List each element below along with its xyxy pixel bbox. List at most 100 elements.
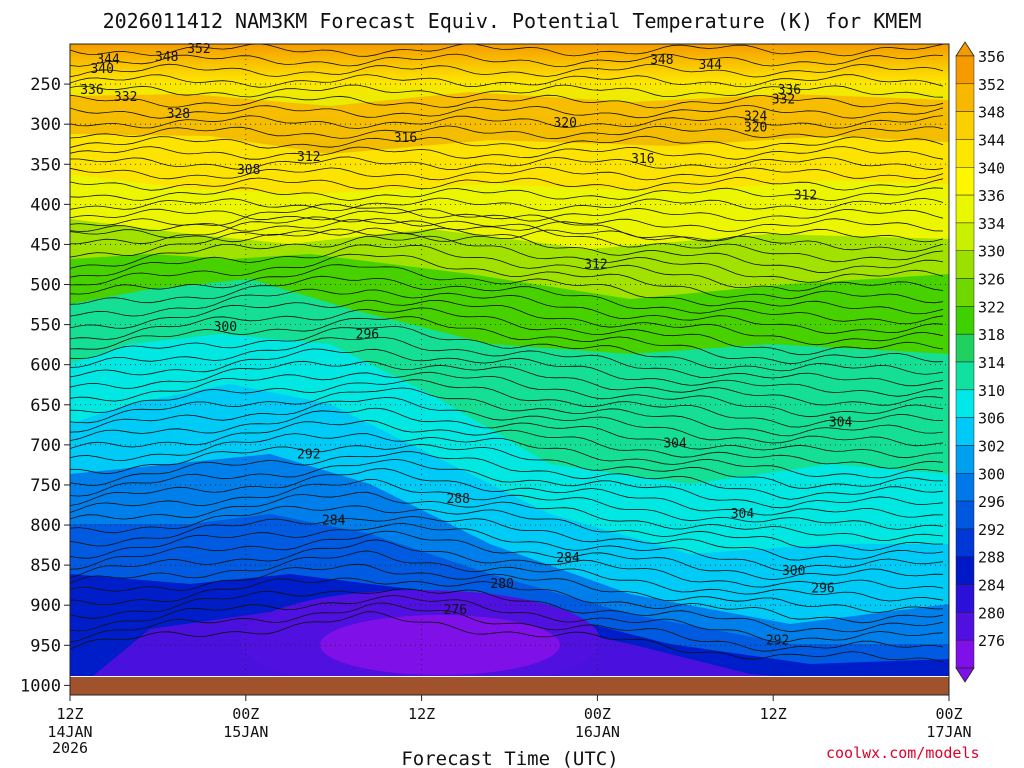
x-tick-label: 12Z	[56, 705, 83, 723]
contour-line	[70, 468, 944, 518]
colorbar-label: 302	[978, 437, 1005, 455]
x-tick-year: 2026	[52, 739, 88, 757]
contour-label: 300	[214, 320, 237, 335]
contour-label: 284	[556, 551, 580, 566]
y-tick-label: 350	[30, 155, 61, 175]
contour-label: 280	[490, 577, 513, 592]
contour-label-text: 304	[663, 436, 687, 451]
y-tick-label: 400	[30, 195, 61, 215]
contour-line	[70, 337, 944, 387]
contour-label-text: 340	[90, 62, 113, 77]
contour-line	[70, 288, 944, 334]
contour-label-text: 324	[744, 109, 768, 124]
contour-label: 292	[297, 448, 320, 463]
contour-label-text: 280	[490, 577, 513, 592]
contour-line	[70, 588, 944, 633]
colorbar-label: 292	[978, 521, 1005, 539]
y-tick-label: 250	[30, 75, 61, 95]
contour-line	[70, 135, 944, 150]
x-tick-label: 12Z	[408, 705, 435, 723]
contour-label: 340	[90, 62, 113, 77]
colorbar-swatch	[955, 278, 975, 307]
contour-label-text: 276	[444, 603, 467, 618]
y-tick-label: 650	[30, 396, 61, 416]
contour-label-text: 336	[778, 83, 801, 98]
contour-label: 304	[731, 507, 755, 522]
contour-label: 332	[772, 93, 795, 108]
colorbar-swatch	[955, 83, 975, 112]
contour-label-text: 304	[829, 416, 853, 431]
contour-line	[70, 360, 944, 406]
plot-frame	[69, 43, 950, 696]
contour-line	[70, 227, 944, 274]
x-tick-date: 14JAN	[47, 723, 92, 741]
contour-line	[70, 419, 944, 469]
colorbar-label: 344	[978, 131, 1005, 149]
contour-line	[70, 218, 944, 232]
colorbar-swatch	[955, 528, 975, 557]
contour-line	[70, 53, 944, 68]
contour-label: 276	[444, 603, 467, 618]
contour-label-text: 332	[114, 90, 137, 105]
contour-label-text: 308	[237, 163, 260, 178]
x-tick-date: 16JAN	[575, 723, 620, 741]
contour-line	[70, 433, 944, 479]
x-tick-label: 00Z	[232, 705, 259, 723]
contour-line	[70, 371, 944, 418]
colorbar-label: 296	[978, 493, 1005, 511]
contour-label: 300	[782, 564, 805, 579]
contour-line	[70, 307, 944, 356]
x-tick-label: 00Z	[584, 705, 611, 723]
contour-line	[70, 451, 944, 500]
contour-line	[70, 115, 944, 129]
chart-title: 2026011412 NAM3KM Forecast Equiv. Potent…	[103, 9, 922, 33]
contour-line	[70, 522, 944, 572]
contour-line	[70, 74, 944, 88]
contour-label-text: 348	[155, 50, 178, 65]
contour-label-text: 336	[80, 83, 103, 98]
contour-label-text: 316	[394, 131, 417, 146]
contour-label: 344	[96, 52, 120, 67]
contour-line	[70, 84, 944, 99]
contour-line	[70, 197, 944, 212]
contour-line	[70, 458, 944, 509]
colorbar-swatch	[955, 473, 975, 502]
contour-line	[70, 478, 944, 530]
contour-line	[70, 550, 944, 602]
credit-text[interactable]: coolwx.com/models	[826, 744, 980, 762]
contour-line	[70, 156, 944, 171]
colorbar-label: 314	[978, 354, 1005, 372]
contour-label: 352	[187, 42, 210, 57]
colorbar-label: 284	[978, 577, 1005, 595]
contour-label-text: 328	[167, 107, 190, 122]
contour-line	[70, 63, 944, 78]
grid	[70, 44, 949, 676]
contour-label-text: 304	[731, 507, 755, 522]
ground	[70, 677, 949, 695]
contour-line	[70, 530, 944, 581]
y-tick-label: 500	[30, 276, 61, 296]
contour-label: 316	[394, 131, 417, 146]
colorbar-swatch	[955, 612, 975, 641]
contour-label-text: 312	[297, 150, 320, 165]
contour-label-text: 312	[794, 189, 817, 204]
contour-line	[70, 203, 944, 252]
y-tick-label: 550	[30, 316, 61, 336]
x-tick-label: 00Z	[935, 705, 962, 723]
colorbar-swatch	[955, 639, 975, 669]
colorbar-swatch	[955, 139, 975, 168]
contour-label-text: 284	[556, 551, 580, 566]
contour-label-text: 296	[356, 327, 379, 342]
colorbar-label: 280	[978, 604, 1005, 622]
colorbar-label: 334	[978, 215, 1005, 233]
contour-label: 312	[584, 258, 607, 273]
colorbar-swatch	[955, 194, 975, 224]
contour-label: 348	[155, 50, 178, 65]
y-tick-label: 850	[30, 556, 61, 576]
colorbar-swatch	[955, 500, 975, 530]
contour-label-text: 296	[811, 582, 834, 597]
contour-label: 336	[80, 83, 103, 98]
contour-label: 284	[322, 513, 346, 528]
